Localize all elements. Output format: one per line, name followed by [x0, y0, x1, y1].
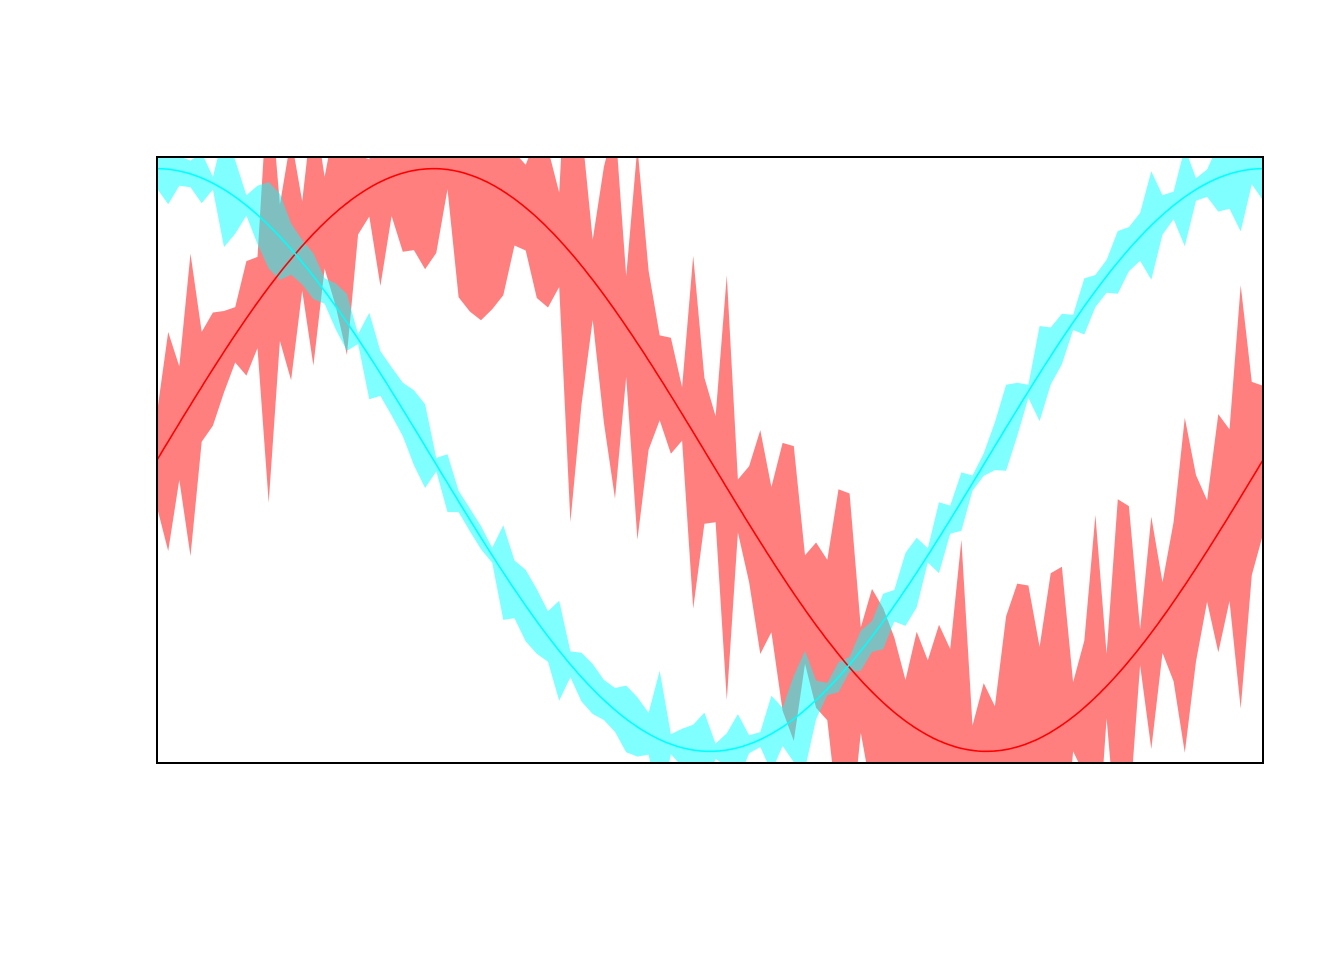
series-lines: [157, 167, 1263, 753]
plot-frame: [156, 156, 1264, 764]
cos-band: [157, 157, 1263, 763]
sin-line: [157, 167, 1263, 753]
cos-line: [157, 167, 1263, 753]
sin-band: [157, 157, 1263, 763]
confidence-bands: [157, 157, 1263, 763]
